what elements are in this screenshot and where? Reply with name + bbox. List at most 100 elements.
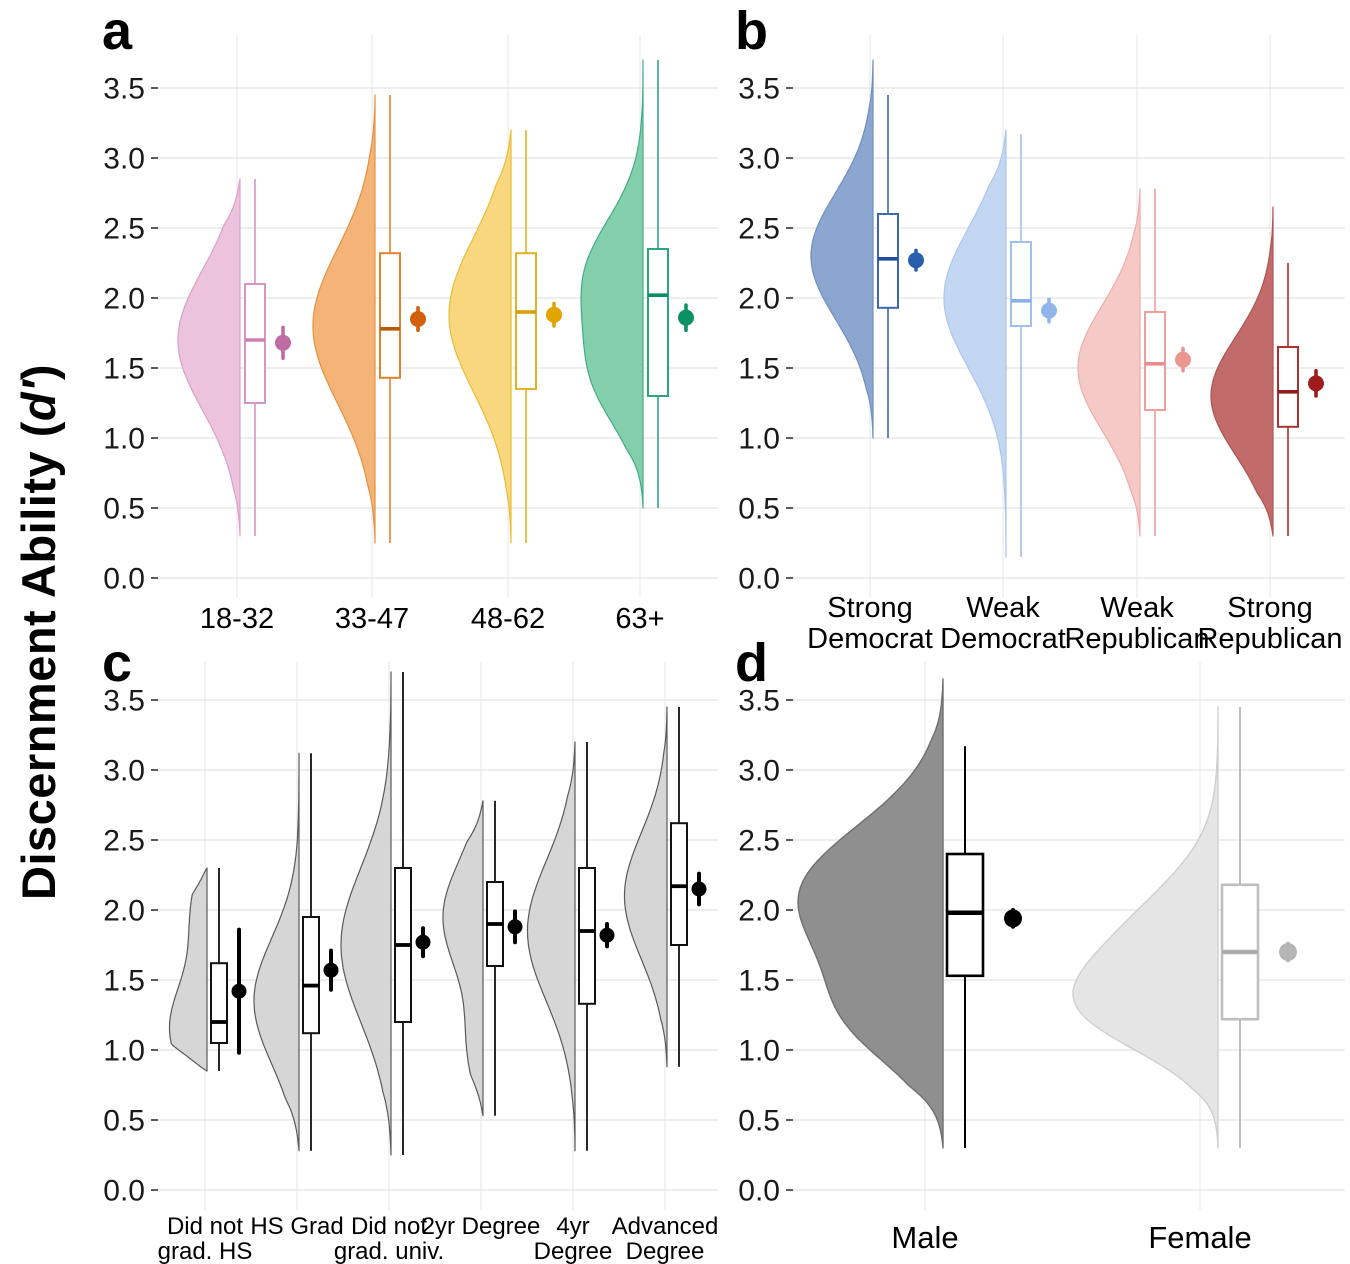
x-category-label: 4yr bbox=[556, 1213, 589, 1240]
half-violin bbox=[943, 129, 1007, 558]
y-tick-label: 0.0 bbox=[738, 1175, 780, 1208]
half-violin bbox=[253, 752, 300, 1152]
y-tick-label: 1.0 bbox=[103, 423, 145, 456]
x-category-label: grad. univ. bbox=[334, 1238, 444, 1264]
half-violin bbox=[312, 94, 376, 544]
y-tick-label: 0.5 bbox=[738, 1105, 780, 1138]
boxplot-box bbox=[379, 252, 401, 379]
mean-point bbox=[275, 334, 291, 351]
y-tick-label: 0.5 bbox=[103, 1105, 145, 1138]
x-category-label: Female bbox=[1148, 1220, 1251, 1255]
mean-point bbox=[908, 252, 924, 269]
y-tick-label: 2.5 bbox=[738, 825, 780, 858]
half-violin bbox=[1210, 206, 1274, 537]
half-violin bbox=[1077, 188, 1141, 537]
y-tick-label: 3.0 bbox=[738, 143, 780, 176]
y-tick-label: 2.0 bbox=[738, 283, 780, 316]
y-tick-label: 1.5 bbox=[738, 353, 780, 386]
y-tick-label: 0.0 bbox=[103, 1175, 145, 1208]
half-violin bbox=[448, 129, 512, 544]
boxplot-box bbox=[647, 248, 669, 397]
y-axis-title-text: Discernment Ability (d′) bbox=[11, 364, 65, 900]
x-category-label: Strong bbox=[827, 592, 912, 624]
panel-letter-d: d bbox=[735, 633, 768, 693]
panel-d-group-2: Female bbox=[1072, 706, 1297, 1255]
mean-point bbox=[1175, 351, 1191, 368]
mean-point bbox=[1308, 375, 1324, 392]
x-category-label: 48-62 bbox=[471, 603, 545, 635]
y-tick-label: 3.0 bbox=[103, 755, 145, 788]
mean-point bbox=[678, 309, 694, 326]
y-tick-label: 1.5 bbox=[103, 965, 145, 998]
y-tick-label: 2.0 bbox=[738, 895, 780, 928]
panel-letter-c: c bbox=[102, 633, 133, 693]
boxplot-box bbox=[244, 283, 266, 404]
y-tick-label: 0.5 bbox=[738, 493, 780, 526]
x-category-label: 33-47 bbox=[335, 603, 409, 635]
y-tick-label: 3.0 bbox=[103, 143, 145, 176]
panel-d: 0.0 0.5 1.0 1.5 2.0 2.5 3.0 3.5 Male Female bbox=[738, 662, 1345, 1255]
x-category-label: Weak bbox=[966, 592, 1040, 624]
panel-d-group-1: Male bbox=[797, 678, 1022, 1255]
y-tick-label: 3.5 bbox=[738, 685, 780, 718]
half-violin bbox=[526, 741, 576, 1152]
half-violin bbox=[623, 706, 668, 1068]
boxplot-box bbox=[877, 213, 899, 309]
half-violin bbox=[168, 867, 208, 1072]
x-category-label: Republican bbox=[1064, 623, 1209, 655]
boxplot-box bbox=[302, 916, 320, 1035]
y-tick-label: 1.0 bbox=[103, 1035, 145, 1068]
x-category-label: 2yr Degree bbox=[422, 1213, 541, 1240]
boxplot-box bbox=[1010, 241, 1032, 327]
mean-point bbox=[1041, 302, 1057, 319]
y-tick-label: 2.0 bbox=[103, 283, 145, 316]
panel-a: 0.0 0.5 1.0 1.5 2.0 2.5 3.0 3.5 18-32 33-47 48-62 6… bbox=[103, 35, 718, 635]
y-tick-label: 3.5 bbox=[738, 73, 780, 106]
half-violin bbox=[1072, 706, 1219, 1149]
mean-point bbox=[231, 983, 247, 999]
x-category-label: Degree bbox=[534, 1238, 613, 1264]
y-tick-label: 3.0 bbox=[738, 755, 780, 788]
half-violin bbox=[580, 59, 644, 509]
boxplot-box bbox=[1277, 346, 1299, 428]
boxplot-box bbox=[210, 962, 228, 1045]
half-violin bbox=[177, 178, 241, 537]
boxplot-box bbox=[1144, 311, 1166, 411]
panel-letter-a: a bbox=[102, 1, 133, 61]
panel-a-group-4: 63+ bbox=[580, 59, 694, 635]
panel-c-group-4: 2yr Degree bbox=[422, 800, 541, 1240]
x-category-label: Republican bbox=[1197, 623, 1342, 655]
mean-point bbox=[546, 306, 562, 323]
half-violin bbox=[797, 678, 944, 1149]
x-category-label: Weak bbox=[1100, 592, 1174, 624]
panel-c-group-2: HS Grad bbox=[250, 752, 344, 1240]
x-category-label: Male bbox=[891, 1220, 958, 1255]
x-category-label: HS Grad bbox=[250, 1213, 343, 1240]
y-tick-label: 0.0 bbox=[738, 563, 780, 596]
y-tick-label: 3.5 bbox=[103, 73, 145, 106]
y-tick-label: 3.5 bbox=[103, 685, 145, 718]
x-category-label: grad. HS bbox=[158, 1238, 253, 1264]
mean-point bbox=[323, 962, 339, 978]
y-tick-label: 0.0 bbox=[103, 563, 145, 596]
mean-point bbox=[691, 881, 707, 897]
mean-point bbox=[507, 919, 523, 935]
mean-point bbox=[1279, 943, 1297, 961]
y-axis-title: Discernment Ability (d′) bbox=[0, 0, 76, 1264]
panel-a-group-3: 48-62 bbox=[448, 129, 562, 635]
x-category-label: Did not bbox=[167, 1213, 243, 1240]
mean-point bbox=[599, 927, 615, 943]
x-category-label: Strong bbox=[1227, 592, 1312, 624]
panel-letter-b: b bbox=[735, 1, 768, 61]
y-tick-label: 1.0 bbox=[738, 423, 780, 456]
y-tick-label: 1.0 bbox=[738, 1035, 780, 1068]
panel-a-group-2: 33-47 bbox=[312, 94, 426, 635]
panel-a-group-1: 18-32 bbox=[177, 178, 291, 635]
y-tick-label: 1.5 bbox=[738, 965, 780, 998]
y-tick-label: 2.5 bbox=[103, 213, 145, 246]
